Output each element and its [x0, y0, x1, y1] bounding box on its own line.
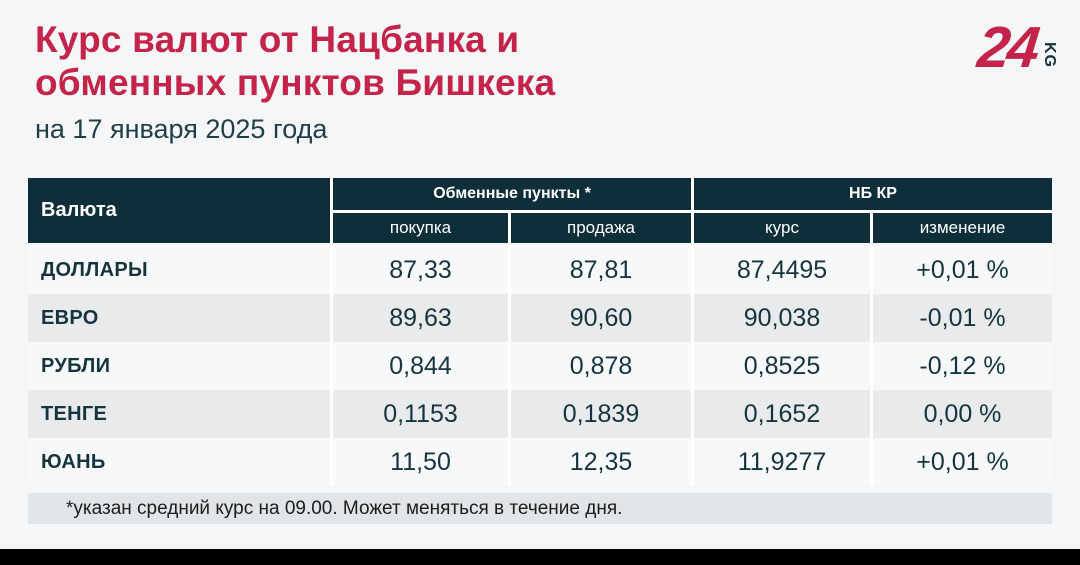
footnote: *указан средний курс на 09.00. Может мен… [28, 493, 1052, 524]
cell-buy: 0,844 [333, 342, 508, 390]
page-title: Курс валют от Нацбанка и обменных пункто… [35, 19, 556, 103]
cell-rate: 90,038 [694, 294, 870, 342]
cell-buy: 89,63 [333, 294, 508, 342]
table-body: ДОЛЛАРЫ 87,33 87,81 87,4495 +0,01 % ЕВРО… [28, 246, 1052, 486]
cell-change: +0,01 % [873, 246, 1052, 294]
table-row-dollars: ДОЛЛАРЫ 87,33 87,81 87,4495 +0,01 % [28, 246, 1052, 294]
cell-sell: 0,878 [511, 342, 691, 390]
cell-change: -0,01 % [873, 294, 1052, 342]
date-subtitle: на 17 января 2025 года [35, 114, 328, 144]
cell-sell: 87,81 [511, 246, 691, 294]
header-change: изменение [873, 213, 1052, 243]
table-row-tenge: ТЕНГЕ 0,1153 0,1839 0,1652 0,00 % [28, 390, 1052, 438]
cell-currency: ЕВРО [28, 294, 330, 342]
cell-currency: ТЕНГЕ [28, 390, 330, 438]
cell-change: +0,01 % [873, 438, 1052, 486]
header-group-exchange-points: Обменные пункты * [333, 178, 691, 210]
header-currency: Валюта [28, 178, 330, 243]
header-buy: покупка [333, 213, 508, 243]
cell-rate: 0,1652 [694, 390, 870, 438]
cell-sell: 0,1839 [511, 390, 691, 438]
cell-currency: ЮАНЬ [28, 438, 330, 486]
header-sell: продажа [511, 213, 691, 243]
cell-currency: РУБЛИ [28, 342, 330, 390]
logo-24kg: 24 KG [975, 15, 1058, 80]
table-header: Валюта Обменные пункты * НБ КР покупка п… [28, 178, 1052, 243]
cell-rate: 0,8525 [694, 342, 870, 390]
cell-currency: ДОЛЛАРЫ [28, 246, 330, 294]
cell-change: 0,00 % [873, 390, 1052, 438]
cell-sell: 90,60 [511, 294, 691, 342]
rates-table: Валюта Обменные пункты * НБ КР покупка п… [28, 178, 1052, 486]
table-row-yuan: ЮАНЬ 11,50 12,35 11,9277 +0,01 % [28, 438, 1052, 486]
cell-change: -0,12 % [873, 342, 1052, 390]
table-row-rubles: РУБЛИ 0,844 0,878 0,8525 -0,12 % [28, 342, 1052, 390]
cell-rate: 87,4495 [694, 246, 870, 294]
header-rate: курс [694, 213, 870, 243]
logo-kg-text: KG [1041, 42, 1058, 68]
cell-buy: 0,1153 [333, 390, 508, 438]
cell-rate: 11,9277 [694, 438, 870, 486]
cell-buy: 87,33 [333, 246, 508, 294]
bottom-black-bar [0, 549, 1080, 565]
cell-buy: 11,50 [333, 438, 508, 486]
cell-sell: 12,35 [511, 438, 691, 486]
table-row-euro: ЕВРО 89,63 90,60 90,038 -0,01 % [28, 294, 1052, 342]
header-group-nbkr: НБ КР [694, 178, 1052, 210]
logo-24-text: 24 [975, 15, 1041, 80]
